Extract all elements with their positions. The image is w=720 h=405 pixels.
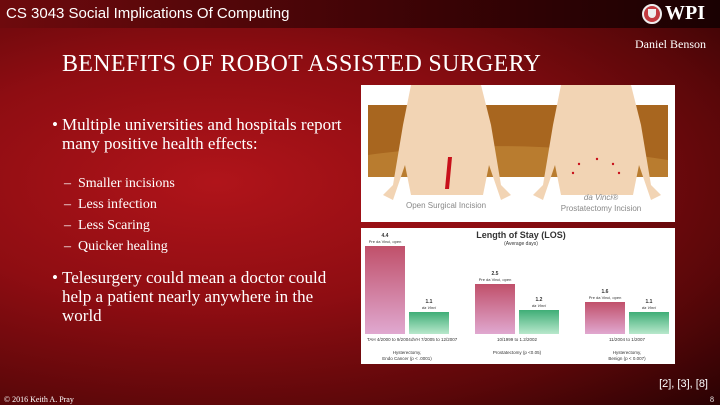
sub-bullet-text: Quicker healing — [78, 239, 168, 254]
wpi-logo: WPI — [642, 2, 705, 25]
sub-bullet: – Smaller incisions — [64, 176, 175, 191]
group-caption: Hysterectomy, — [613, 350, 641, 355]
bar-open — [475, 284, 515, 334]
bar-series-label: da Vinci — [422, 305, 436, 310]
bar-value-label: 1.2 — [536, 297, 543, 303]
bar-value-label: 2.5 — [492, 271, 499, 277]
chart-title: Length of Stay (LOS) — [476, 230, 566, 240]
bar-value-label: 4.4 — [382, 233, 389, 239]
bar-series-label: Pre da Vinci, open — [479, 277, 512, 282]
incision-comparison-image: Open Surgical Incision da Vinci® Prostat… — [361, 85, 675, 222]
sub-bullet-text: Less Scaring — [78, 218, 150, 233]
page-number: 8 — [710, 395, 714, 404]
bar-da-vinci — [519, 310, 559, 334]
bar-value-label: 1.6 — [602, 289, 609, 295]
sub-bullet: – Quicker healing — [64, 239, 168, 254]
sub-bullet: – Less Scaring — [64, 218, 150, 233]
bullet-text: Multiple universities and hospitals repo… — [62, 115, 342, 153]
bar-period-label: 10/1999 to 1.2/2002 — [497, 337, 538, 342]
group-caption: Endo Cancer (p < .0001) — [382, 356, 432, 361]
sub-bullet-text: Less infection — [78, 197, 157, 212]
open-incision-label: Open Surgical Incision — [406, 201, 486, 210]
bar-series-label: da Vinci — [532, 303, 546, 308]
bar-da-vinci — [409, 312, 449, 334]
header-bar: CS 3043 Social Implications Of Computing… — [0, 0, 720, 28]
incision-mark — [445, 157, 452, 189]
length-of-stay-chart: Length of Stay (LOS) (Average days) 4.4 P… — [361, 228, 675, 364]
bullet-text: Telesurgery could mean a doctor could he… — [62, 268, 327, 325]
wpi-logo-text: WPI — [665, 2, 705, 24]
bar-period-label: dVH 7/2005 to 12/2007 — [411, 337, 458, 342]
bar-period-label: 11/2004 to 1/2007 — [609, 337, 645, 342]
references: [2], [3], [8] — [659, 378, 708, 390]
slide-title: BENEFITS OF ROBOT ASSISTED SURGERY — [62, 51, 542, 77]
bullet: • Telesurgery could mean a doctor could h… — [52, 268, 327, 325]
wpi-seal-icon — [642, 3, 662, 24]
sub-bullet-text: Smaller incisions — [78, 176, 175, 191]
bar-series-label: da Vinci — [642, 305, 656, 310]
davinci-label: da Vinci® — [584, 193, 618, 202]
chart-subtitle: (Average days) — [504, 241, 538, 247]
bar-period-label: TAH 4/2000 to 9/2004 — [367, 337, 411, 342]
prostatectomy-incision-label: Prostatectomy Incision — [561, 204, 641, 213]
bar-series-label: Pre da Vinci, open — [589, 295, 622, 300]
copyright: © 2016 Keith A. Pray — [4, 395, 74, 404]
bar-open — [365, 246, 405, 334]
group-caption: Prostatectomy (p <0.05) — [493, 350, 542, 355]
course-title: CS 3043 Social Implications Of Computing — [6, 5, 290, 22]
bar-series-label: Pre da Vinci, open — [369, 239, 402, 244]
author: Daniel Benson — [635, 37, 706, 51]
group-caption: Hysterectomy, — [393, 350, 421, 355]
group-caption: Benign (p < 0.007) — [608, 356, 646, 361]
bar-open — [585, 302, 625, 334]
bar-value-label: 1.1 — [426, 299, 433, 305]
bar-da-vinci — [629, 312, 669, 334]
bar-value-label: 1.1 — [646, 299, 653, 305]
bullet: • Multiple universities and hospitals rep… — [52, 115, 342, 153]
sub-bullet: – Less infection — [64, 197, 157, 212]
